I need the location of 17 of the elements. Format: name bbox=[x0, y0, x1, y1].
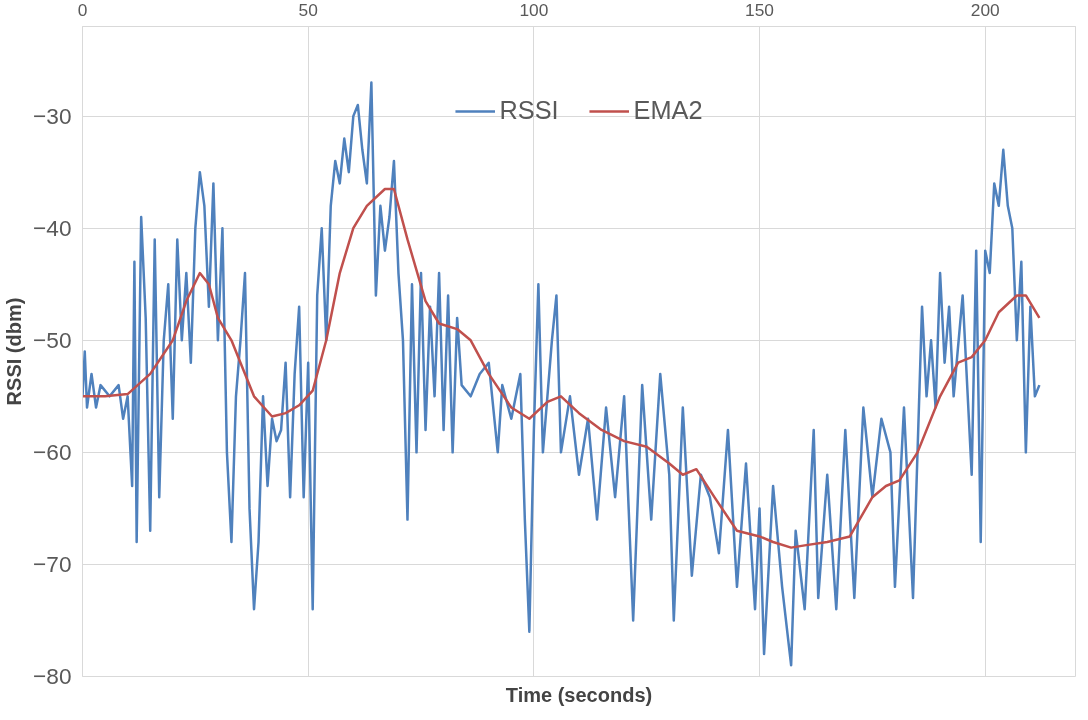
x-axis-title: Time (seconds) bbox=[505, 683, 653, 706]
x-tick-label: 150 bbox=[745, 0, 775, 20]
y-axis-title: RSSI (dbm) bbox=[3, 297, 26, 406]
x-tick-label: 0 bbox=[77, 0, 88, 20]
y-tick-label: −70 bbox=[33, 550, 72, 577]
x-tick-label: 50 bbox=[298, 0, 318, 20]
y-tick-label: −30 bbox=[33, 102, 72, 129]
y-tick-label: −40 bbox=[33, 214, 72, 241]
x-tick-label: 100 bbox=[519, 0, 549, 20]
y-tick-label: −50 bbox=[33, 326, 72, 353]
y-tick-label: −80 bbox=[33, 663, 72, 689]
y-tick-label: −60 bbox=[33, 438, 72, 465]
legend-label: RSSI bbox=[499, 96, 559, 125]
legend-label: EMA2 bbox=[633, 96, 703, 125]
x-tick-label: 200 bbox=[970, 0, 1000, 20]
line-series bbox=[82, 187, 1041, 549]
line-series bbox=[82, 81, 1041, 667]
